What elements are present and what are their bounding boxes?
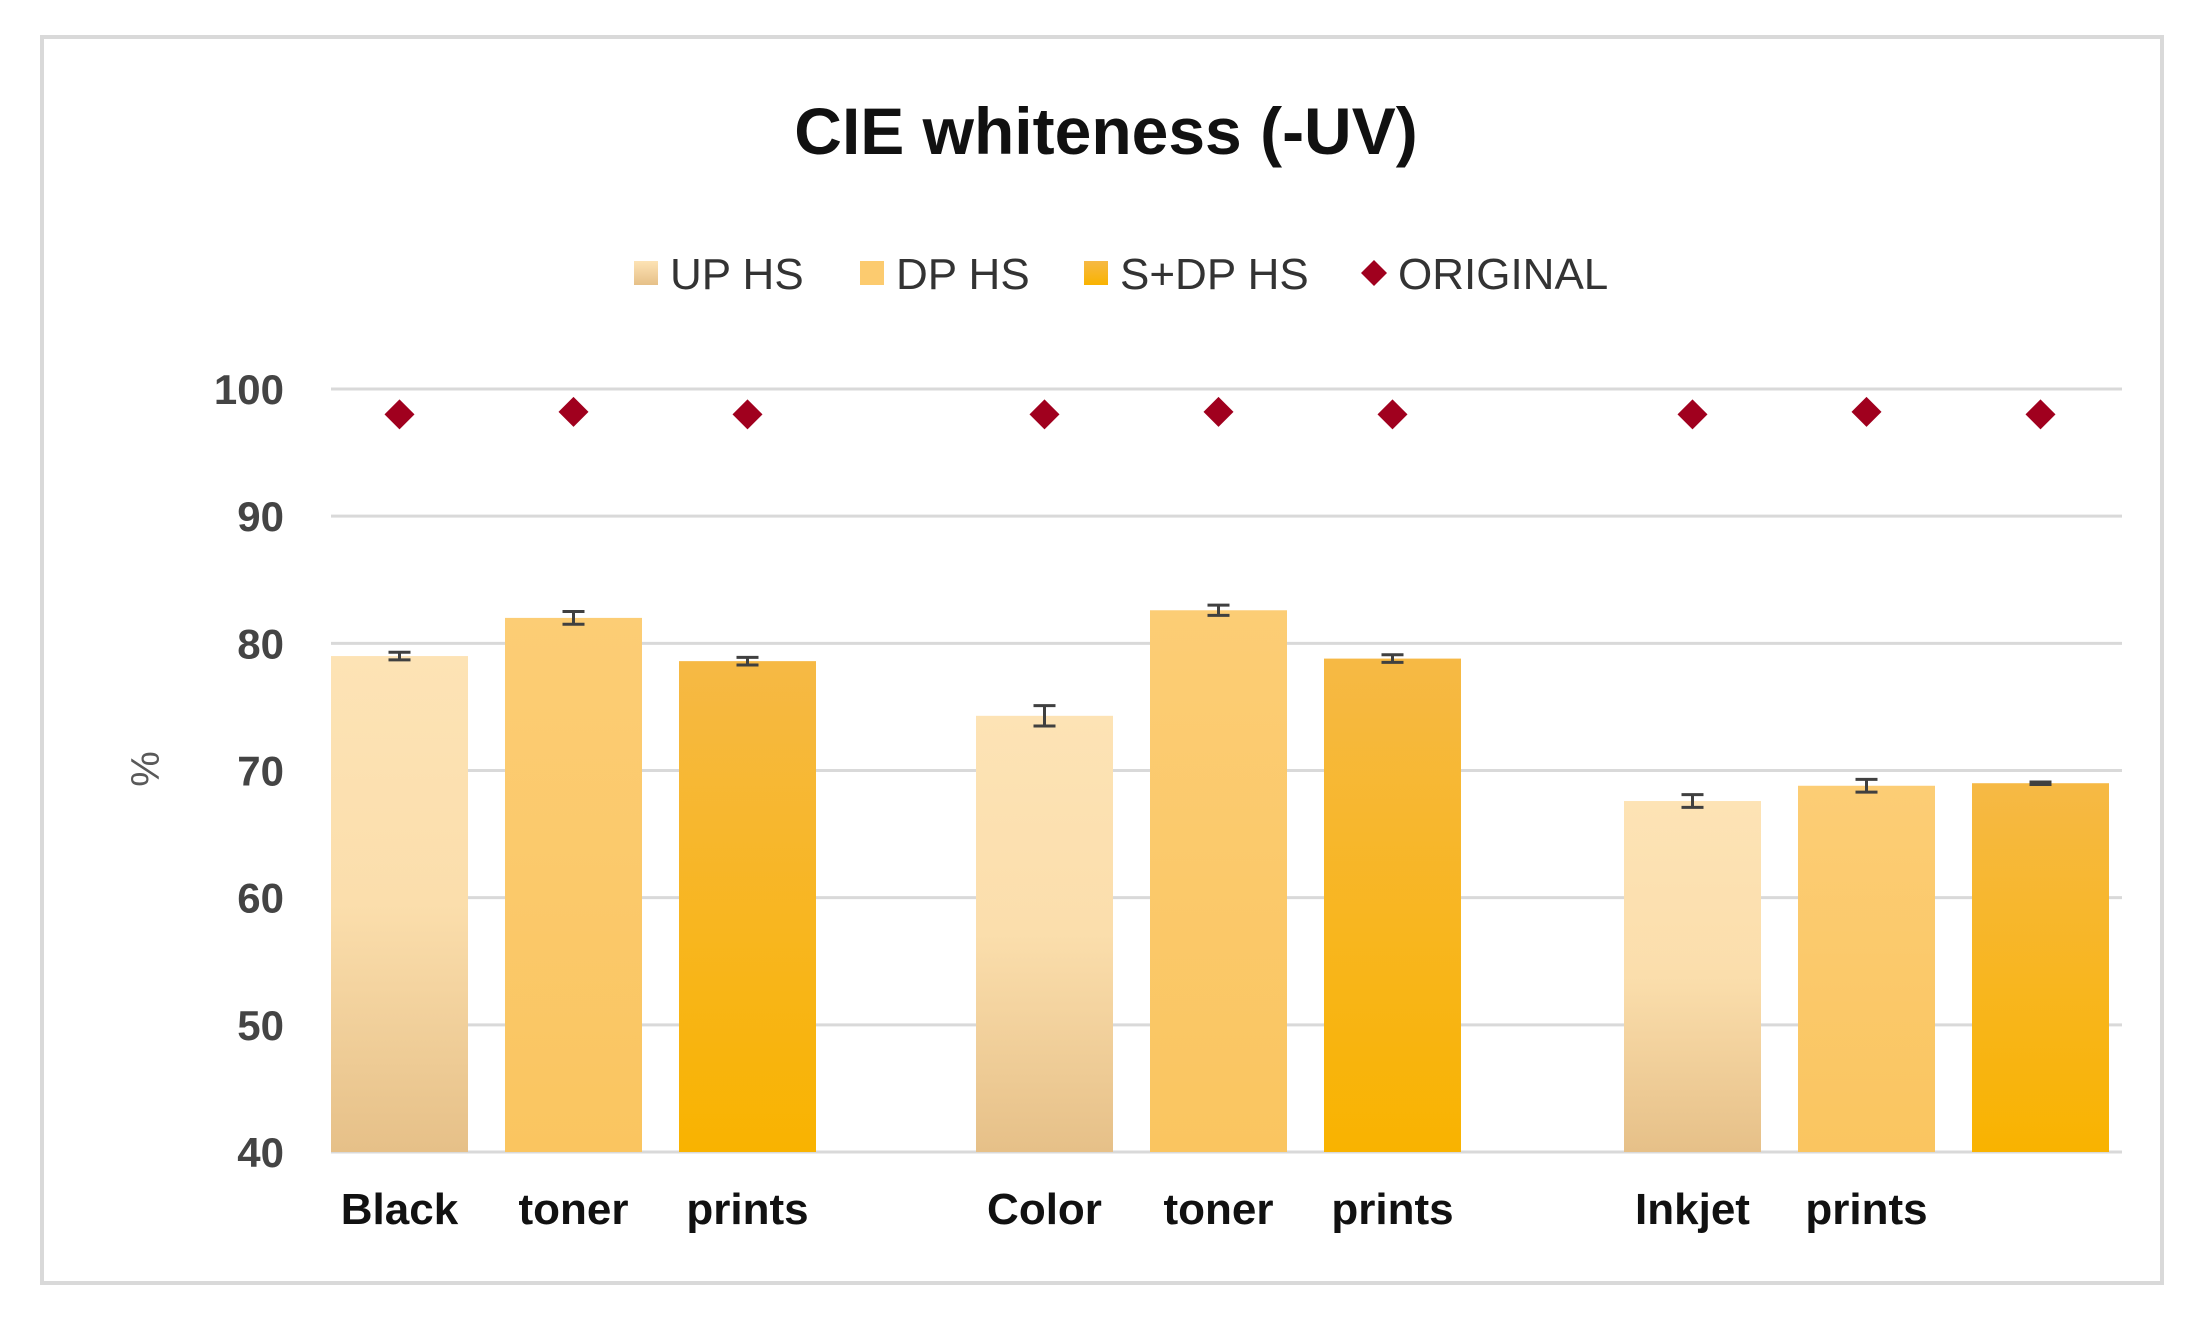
bar-1-2 bbox=[1324, 658, 1461, 1152]
error-bars bbox=[388, 603, 2052, 809]
legend: UP HS DP HS S+DP HS ORIGINAL bbox=[634, 250, 1608, 299]
bar-2-0 bbox=[1624, 801, 1761, 1152]
legend-label: UP HS bbox=[670, 250, 804, 299]
chart-title: CIE whiteness (-UV) bbox=[794, 94, 1417, 168]
chart-frame: CIE whiteness (-UV) UP HS DP HS S+DP HS ORI… bbox=[40, 35, 2164, 1285]
legend-label: DP HS bbox=[896, 250, 1030, 299]
y-tick-100: 100 bbox=[214, 366, 284, 413]
original-marker-1-1 bbox=[1203, 396, 1234, 427]
y-axis-label: % bbox=[124, 751, 168, 787]
error-bar-0-1 bbox=[562, 610, 585, 626]
legend-item-1: DP HS bbox=[860, 250, 1030, 299]
legend-swatch bbox=[1361, 260, 1387, 286]
legend-item-2: S+DP HS bbox=[1084, 250, 1309, 299]
x-label-0-2: prints bbox=[686, 1185, 808, 1234]
x-label-2-1: prints bbox=[1805, 1185, 1927, 1234]
x-label-2-0: Inkjet bbox=[1635, 1185, 1750, 1234]
original-marker-0-2 bbox=[732, 399, 763, 430]
legend-item-3: ORIGINAL bbox=[1361, 250, 1608, 299]
error-bar-2-2 bbox=[2029, 780, 2052, 786]
error-bar-1-1 bbox=[1207, 603, 1230, 617]
error-bar-2-1 bbox=[1855, 777, 1878, 794]
bar-0-1 bbox=[505, 617, 642, 1152]
bar-2-2 bbox=[1972, 783, 2109, 1152]
x-label-1-1: toner bbox=[1164, 1185, 1274, 1234]
error-bar-1-0 bbox=[1033, 704, 1056, 728]
bar-2-1 bbox=[1798, 785, 1935, 1152]
bar-0-2 bbox=[679, 661, 816, 1152]
y-tick-50: 50 bbox=[237, 1002, 284, 1049]
y-tick-90: 90 bbox=[237, 493, 284, 540]
legend-item-0: UP HS bbox=[634, 250, 804, 299]
y-tick-60: 60 bbox=[237, 875, 284, 922]
bar-1-0 bbox=[976, 715, 1113, 1152]
y-tick-40: 40 bbox=[237, 1129, 284, 1176]
original-marker-2-2 bbox=[2025, 399, 2056, 430]
original-markers bbox=[384, 396, 2056, 430]
y-tick-80: 80 bbox=[237, 620, 284, 667]
error-bar-0-0 bbox=[388, 650, 411, 662]
original-marker-2-1 bbox=[1851, 396, 1882, 427]
original-marker-0-1 bbox=[558, 396, 589, 427]
chart-svg: CIE whiteness (-UV) UP HS DP HS S+DP HS ORI… bbox=[124, 94, 2122, 1234]
legend-swatch bbox=[634, 261, 658, 285]
legend-label: ORIGINAL bbox=[1398, 250, 1608, 299]
bar-0-0 bbox=[331, 656, 468, 1152]
error-bar-1-2 bbox=[1381, 653, 1404, 664]
legend-swatch bbox=[1084, 261, 1108, 285]
bars bbox=[331, 610, 2109, 1152]
x-label-1-0: Color bbox=[987, 1185, 1102, 1234]
bar-1-1 bbox=[1150, 610, 1287, 1152]
legend-swatch bbox=[860, 261, 884, 285]
error-bar-0-2 bbox=[736, 655, 759, 667]
original-marker-2-0 bbox=[1677, 399, 1708, 430]
original-marker-1-0 bbox=[1029, 399, 1060, 430]
x-label-1-2: prints bbox=[1331, 1185, 1453, 1234]
y-tick-labels: 40 50 60 70 80 90 100 bbox=[214, 366, 284, 1176]
x-label-0-0: Black bbox=[341, 1185, 459, 1234]
original-marker-0-0 bbox=[384, 399, 415, 430]
x-category-labels: Black toner prints Color toner prints Inkjet pr… bbox=[341, 1185, 1928, 1234]
error-bar-2-0 bbox=[1681, 793, 1704, 809]
y-tick-70: 70 bbox=[237, 748, 284, 795]
legend-label: S+DP HS bbox=[1120, 250, 1309, 299]
original-marker-1-2 bbox=[1377, 399, 1408, 430]
x-label-0-1: toner bbox=[519, 1185, 629, 1234]
